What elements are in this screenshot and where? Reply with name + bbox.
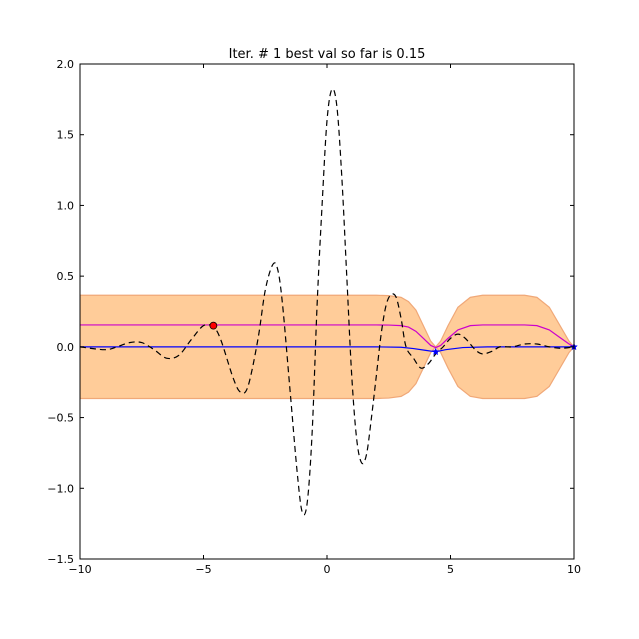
observed-point <box>431 347 440 356</box>
x-tick-label: 5 <box>447 563 454 576</box>
x-tick-label: −5 <box>195 563 211 576</box>
y-tick-label: −0.5 <box>47 412 74 425</box>
best-point <box>209 321 218 330</box>
plot-area <box>80 88 578 516</box>
y-tick-label: 0.5 <box>57 270 75 283</box>
chart-title: Iter. # 1 best val so far is 0.15 <box>229 47 426 62</box>
x-tick-label: 10 <box>567 563 581 576</box>
y-tick-label: −1.0 <box>47 482 74 495</box>
x-tick-label: 0 <box>324 563 331 576</box>
y-tick-label: 2.0 <box>57 58 75 71</box>
y-tick-label: 1.5 <box>57 129 75 142</box>
y-tick-label: −1.5 <box>47 553 74 566</box>
axis-ticks: −10 −5 0 5 10 −1.5 −1.0 −0.5 0.0 0.5 1.0 1.5 2.0 <box>47 58 581 576</box>
mean-line <box>80 346 574 353</box>
acquisition-line <box>80 324 574 349</box>
x-tick-label: −10 <box>68 563 91 576</box>
y-tick-label: 1.0 <box>57 199 75 212</box>
y-tick-label: 0.0 <box>57 341 75 354</box>
